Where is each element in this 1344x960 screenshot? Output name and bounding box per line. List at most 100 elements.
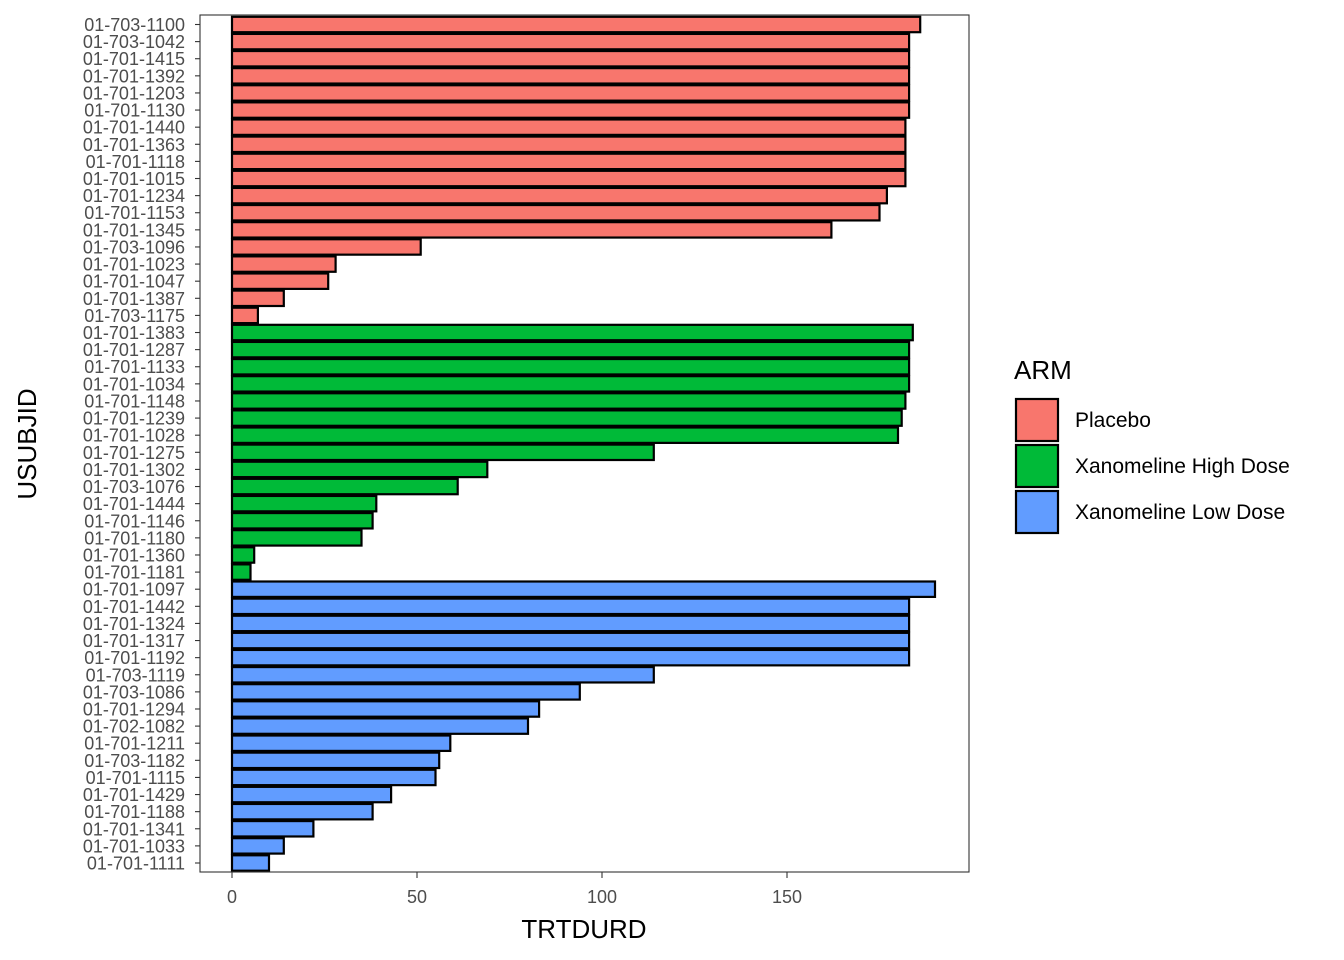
legend-key (1014, 443, 1060, 489)
bar (230, 751, 441, 770)
x-tick-label: 150 (772, 887, 802, 907)
panel-border (199, 14, 970, 873)
y-tick-label: 01-701-1239 (83, 409, 185, 429)
bar (230, 460, 489, 479)
bar (230, 665, 655, 684)
y-tick-label: 01-701-1275 (83, 443, 185, 463)
bar (230, 734, 452, 753)
y-tick-label: 01-701-1294 (83, 699, 185, 719)
bar (230, 529, 363, 547)
y-tick-label: 01-701-1028 (83, 426, 185, 446)
bar (230, 306, 259, 325)
bar (230, 409, 903, 427)
y-tick-label: 01-701-1211 (84, 734, 185, 754)
bar (230, 768, 437, 787)
y-tick-label: 01-701-1097 (83, 580, 185, 600)
bar (230, 443, 655, 462)
legend-title: ARM (1014, 355, 1072, 385)
bar (230, 546, 256, 564)
bar (230, 67, 911, 85)
y-tick-label: 01-703-1182 (84, 751, 185, 771)
legend-entries: Placebo Xanomeline High Dose Xanomeline Lo… (1014, 397, 1290, 535)
bar (230, 802, 374, 821)
y-tick-label: 01-701-1034 (83, 374, 185, 394)
y-tick-label: 01-703-1042 (83, 32, 185, 52)
bar (230, 477, 459, 496)
x-tick-label: 0 (227, 887, 237, 907)
x-tick-label: 100 (587, 887, 617, 907)
legend-label: Xanomeline High Dose (1075, 455, 1290, 478)
bar (230, 375, 911, 393)
legend-key (1014, 397, 1060, 443)
y-tick-label: 01-701-1115 (86, 768, 185, 788)
y-tick-label: 01-701-1047 (83, 272, 185, 292)
y-tick-label: 01-701-1345 (83, 220, 185, 240)
y-tick-label: 01-701-1341 (83, 819, 185, 839)
bar (230, 84, 911, 102)
y-tick-label: 01-701-1429 (83, 785, 185, 805)
bar (230, 221, 833, 239)
y-axis-title: USUBJID (12, 388, 42, 499)
y-tick-label: 01-701-1023 (83, 255, 185, 275)
y-tick-label: 01-701-1180 (84, 528, 185, 548)
bar (230, 683, 581, 701)
y-tick-label: 01-701-1188 (84, 802, 185, 822)
legend: ARM Placebo Xanomeline High Dose Xanomelin… (1014, 355, 1290, 535)
bar (230, 580, 937, 599)
y-tick-label: 01-701-1287 (83, 340, 185, 360)
bar (230, 203, 881, 222)
y-tick-label: 01-701-1302 (83, 460, 185, 480)
y-tick-label: 01-701-1130 (84, 101, 185, 121)
bar (230, 700, 541, 718)
bar (230, 272, 330, 290)
y-tick-label: 01-701-1444 (83, 494, 185, 514)
bar (230, 118, 907, 136)
y-tick-label: 01-703-1096 (83, 237, 185, 257)
bar (230, 511, 374, 530)
legend-label: Xanomeline Low Dose (1075, 501, 1285, 524)
y-tick-label: 01-701-1360 (83, 545, 185, 565)
x-tick-label: 50 (407, 887, 427, 907)
y-tick-label: 01-703-1086 (83, 682, 185, 702)
legend-key (1014, 489, 1060, 535)
bar (230, 49, 911, 68)
y-tick-label: 01-701-1317 (83, 631, 185, 651)
y-tick-label: 01-701-1387 (83, 289, 185, 309)
bar (230, 238, 422, 256)
bar (230, 255, 337, 273)
y-tick-label: 01-701-1203 (83, 83, 185, 103)
bar (230, 614, 911, 633)
bar (230, 854, 271, 872)
y-tick-label: 01-701-1181 (84, 563, 185, 583)
bar (230, 648, 911, 667)
y-tick-label: 01-701-1118 (86, 152, 185, 172)
y-tick-label: 01-703-1175 (84, 306, 185, 326)
bar (230, 289, 285, 308)
bar (230, 323, 914, 342)
y-tick-label: 01-701-1148 (84, 391, 185, 411)
y-tick-label: 01-701-1015 (83, 169, 185, 189)
y-tick-label: 01-701-1415 (83, 49, 185, 69)
y-tick-label: 01-701-1383 (83, 323, 185, 343)
y-tick-label: 01-702-1082 (83, 717, 185, 737)
bar (230, 186, 889, 205)
bar (230, 597, 911, 616)
y-tick-label: 01-701-1392 (83, 66, 185, 86)
bar (230, 101, 911, 119)
bar (230, 152, 907, 171)
bar (230, 785, 393, 804)
y-tick-label: 01-701-1033 (83, 836, 185, 856)
bar (230, 135, 907, 154)
bar (230, 357, 911, 376)
y-tick-label: 01-701-1111 (87, 854, 185, 874)
bars-layer (230, 15, 937, 872)
bar (230, 426, 900, 444)
y-tick-label: 01-701-1153 (84, 203, 185, 223)
y-tick-label: 01-701-1146 (84, 511, 185, 531)
y-tick-label: 01-701-1442 (83, 597, 185, 617)
legend-label: Placebo (1075, 409, 1151, 432)
x-axis-title: TRTDURD (521, 914, 646, 944)
y-tick-label: 01-703-1100 (84, 15, 185, 35)
bar (230, 563, 252, 581)
bar (230, 717, 530, 735)
